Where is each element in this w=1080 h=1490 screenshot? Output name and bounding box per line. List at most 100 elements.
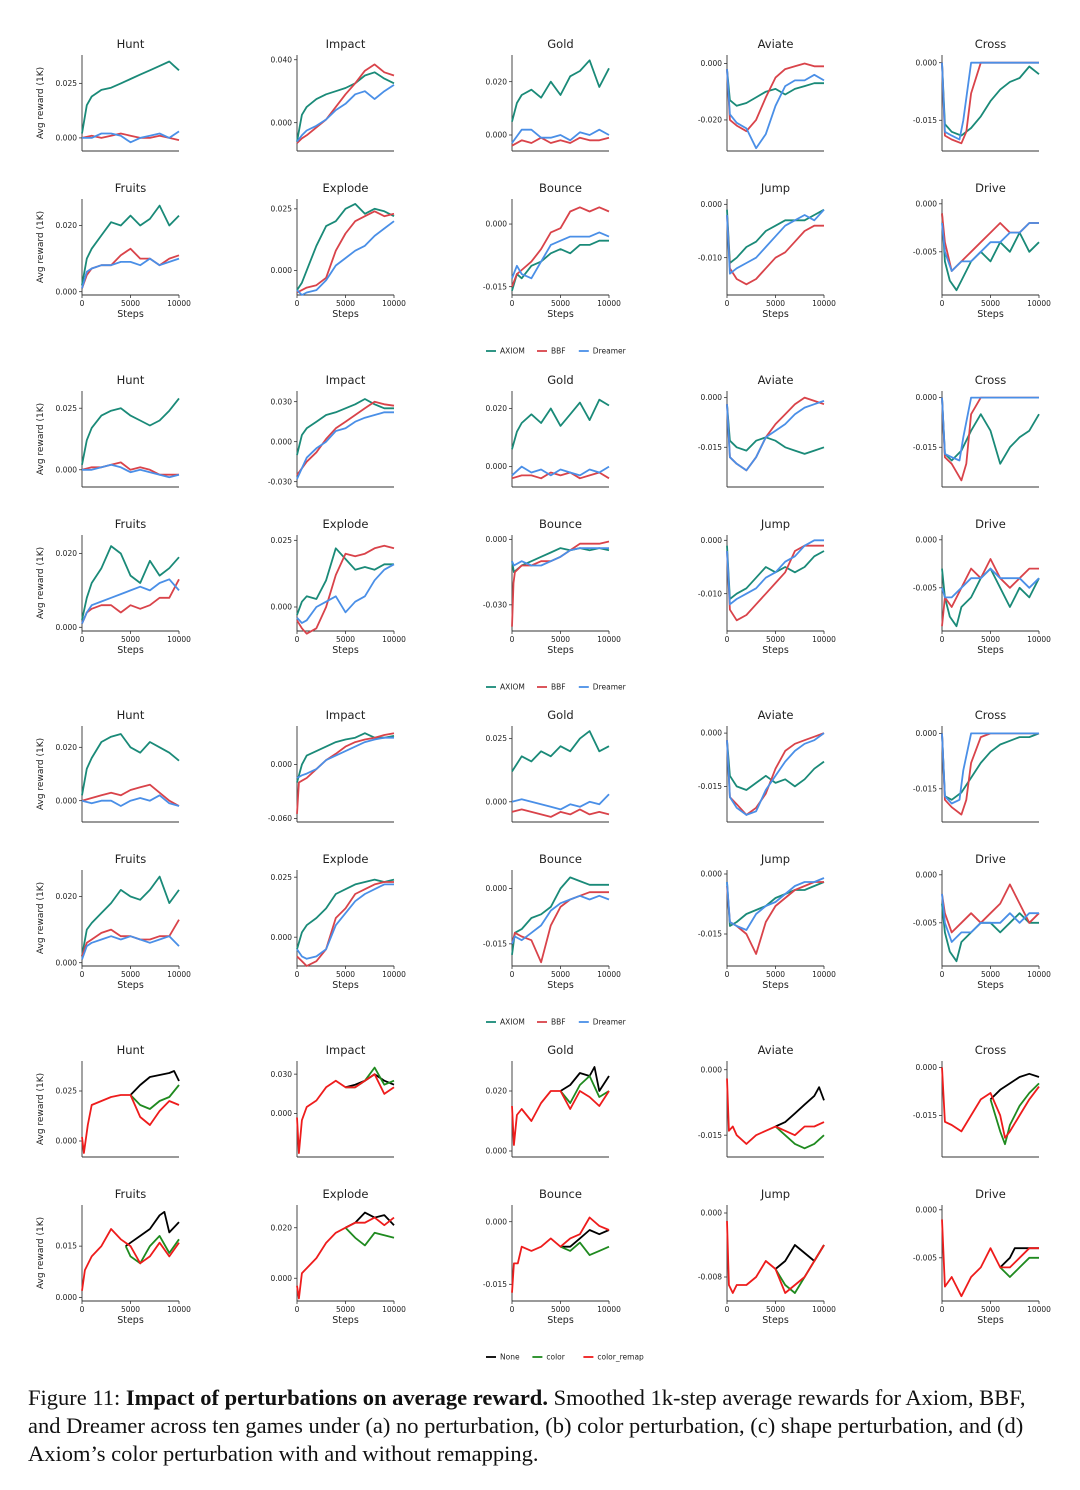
series-bbf	[81, 132, 180, 141]
x-tick-label: 10000	[167, 1305, 191, 1314]
x-tick-label: 0	[510, 970, 515, 979]
panel-hunt: Hunt 0.000 0.025 Avg reward (1K)	[36, 37, 180, 152]
x-tick-label: 0	[510, 635, 515, 644]
y-tick-label: -0.015	[913, 116, 937, 125]
series-dreamer	[726, 69, 825, 150]
figure-panels: Hunt 0.000 0.025 Avg reward (1K) Impact 0.000…	[36, 37, 1051, 1362]
x-tick-label: 5000	[336, 635, 355, 644]
x-axis-label: Steps	[332, 1315, 359, 1326]
panel-title: Fruits	[115, 517, 147, 531]
y-tick-label: 0.020	[271, 1223, 293, 1232]
panel-title: Drive	[975, 852, 1006, 866]
series-axiom	[511, 876, 609, 956]
series-color_remap	[511, 1090, 610, 1146]
series-dreamer	[82, 130, 180, 144]
series-dreamer	[511, 894, 610, 945]
series-dreamer	[941, 61, 1039, 141]
series-dreamer	[81, 794, 180, 807]
x-tick-label: 10000	[1027, 1305, 1051, 1314]
x-tick-label: 5000	[336, 299, 355, 308]
x-tick-label: 10000	[167, 970, 191, 979]
series-axiom	[726, 208, 825, 264]
x-tick-label: 10000	[382, 635, 406, 644]
x-tick-label: 10000	[597, 970, 621, 979]
series-bbf	[511, 891, 609, 964]
series-axiom	[511, 547, 610, 573]
y-tick-label: 0.000	[916, 199, 938, 208]
caption-text: Smoothed 1k-step average rewards for Axi…	[28, 1385, 1026, 1466]
series-color	[999, 1256, 1039, 1278]
y-tick-label: -0.030	[483, 600, 507, 609]
series-axiom	[726, 404, 825, 455]
x-tick-label: 5000	[336, 970, 355, 979]
series-bbf	[941, 883, 1040, 934]
series-axiom	[296, 71, 395, 142]
figure-caption: Figure 11: Impact of perturbations on av…	[28, 1384, 1058, 1468]
x-axis-label: Steps	[332, 645, 359, 656]
panel-bounce: Bounce 0.000 -0.030 0 5000 10000 Steps	[483, 517, 621, 656]
series-dreamer	[511, 128, 610, 144]
x-tick-label: 10000	[382, 970, 406, 979]
panel-explode: Explode 0.000 0.025 0 5000 10000 Steps	[271, 181, 407, 320]
y-axis-label: Avg reward (1K)	[36, 1217, 46, 1289]
x-axis-label: Steps	[977, 980, 1004, 991]
series-axiom	[296, 202, 395, 291]
y-tick-label: -0.005	[913, 918, 937, 927]
series-dreamer	[81, 935, 180, 960]
x-axis-label: Steps	[547, 1315, 574, 1326]
x-tick-label: 0	[940, 635, 945, 644]
series-bbf	[726, 214, 824, 286]
y-tick-label: 0.000	[916, 58, 938, 67]
panel-title: Jump	[760, 517, 790, 531]
series-axiom	[81, 397, 180, 465]
chart-group-b: Hunt 0.000 0.025 Avg reward (1K) Impact -0.03…	[36, 373, 1051, 692]
series-axiom	[941, 397, 1040, 465]
series-dreamer	[296, 84, 395, 143]
x-tick-label: 5000	[121, 299, 140, 308]
x-tick-label: 0	[510, 299, 515, 308]
series-none	[775, 1086, 825, 1128]
panel-cross: Cross 0.000 -0.015	[913, 37, 1040, 152]
y-tick-label: -0.020	[698, 116, 722, 125]
legend-label: BBF	[551, 683, 566, 692]
series-color	[559, 1075, 610, 1104]
series-axiom	[726, 69, 824, 107]
panel-explode: Explode 0.000 0.025 0 5000 10000 Steps	[271, 517, 407, 656]
series-axiom	[296, 398, 394, 456]
y-tick-label: 0.000	[271, 760, 293, 769]
panel-title: Drive	[975, 517, 1006, 531]
x-tick-label: 5000	[121, 635, 140, 644]
series-bbf	[511, 808, 610, 818]
series-bbf	[81, 247, 180, 289]
x-tick-label: 10000	[812, 299, 836, 308]
series-none	[560, 1066, 610, 1092]
panel-title: Gold	[547, 37, 573, 51]
panel-explode: Explode 0.000 0.025 0 5000 10000 Steps	[271, 852, 407, 991]
series-dreamer	[511, 793, 610, 811]
series-bbf	[726, 732, 825, 816]
series-none	[560, 1229, 610, 1248]
panel-aviate: Aviate 0.000 -0.015	[698, 373, 825, 488]
x-tick-label: 5000	[766, 635, 785, 644]
y-tick-label: -0.010	[698, 589, 722, 598]
series-axiom	[81, 204, 180, 286]
series-axiom	[941, 62, 1040, 137]
y-tick-label: -0.008	[698, 1273, 722, 1282]
x-tick-label: 0	[725, 1305, 730, 1314]
panel-title: Aviate	[758, 37, 794, 51]
series-bbf	[296, 881, 394, 967]
y-tick-label: -0.060	[268, 814, 292, 823]
y-tick-label: 0.020	[56, 892, 78, 901]
panel-title: Impact	[326, 37, 366, 51]
panel-drive: Drive 0.000 -0.005 0 5000 10000 Steps	[913, 1187, 1051, 1326]
panel-jump: Jump 0.000 -0.008 0 5000 10000 Steps	[698, 1187, 836, 1326]
x-axis-label: Steps	[977, 309, 1004, 320]
legend-label: Dreamer	[593, 683, 627, 692]
series-axiom	[511, 730, 610, 772]
series-bbf	[726, 396, 825, 472]
panel-jump: Jump 0.000 -0.015 0 5000 10000 Steps	[698, 852, 836, 991]
y-tick-label: 0.000	[271, 603, 293, 612]
series-none	[345, 1073, 395, 1089]
